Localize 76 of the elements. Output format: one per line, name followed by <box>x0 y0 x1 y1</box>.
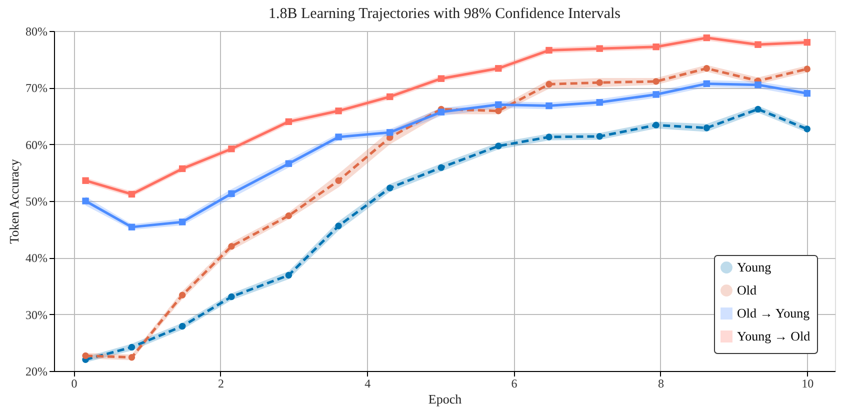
point <box>652 78 660 85</box>
y-tick-label: 30% <box>26 308 48 322</box>
point <box>285 160 292 167</box>
point <box>128 354 136 361</box>
point <box>82 198 89 204</box>
point <box>335 108 342 114</box>
point <box>596 45 603 52</box>
point <box>495 101 502 108</box>
point <box>754 41 762 48</box>
legend-label: Old → Young <box>737 306 810 320</box>
point <box>495 108 502 114</box>
x-tick-label: 0 <box>71 376 78 390</box>
y-tick-label: 40% <box>26 251 48 266</box>
y-tick-label: 60% <box>26 138 48 152</box>
x-tick-label: 2 <box>218 376 224 390</box>
y-tick-label: 70% <box>26 81 48 96</box>
point <box>754 106 762 113</box>
x-tick-label: 10 <box>802 376 814 390</box>
point <box>228 146 235 152</box>
legend-label: Old <box>737 282 757 298</box>
point <box>386 129 394 136</box>
point <box>546 46 552 54</box>
point <box>335 134 342 140</box>
point <box>596 99 603 106</box>
point <box>804 66 810 72</box>
x-axis-title: Epoch <box>428 392 462 406</box>
point <box>178 292 186 298</box>
point <box>804 90 810 97</box>
point <box>386 93 394 100</box>
point <box>754 81 762 88</box>
point <box>335 177 342 184</box>
point <box>386 184 394 192</box>
legend-label: Young <box>737 260 772 274</box>
point <box>703 34 710 42</box>
point <box>804 126 810 132</box>
point <box>546 134 552 140</box>
point <box>178 218 186 226</box>
point <box>285 212 292 220</box>
point <box>546 80 552 88</box>
point <box>285 272 292 279</box>
y-axis-title: Token Accuracy <box>6 158 22 244</box>
legend-label: Young → Old <box>737 328 811 344</box>
point <box>703 124 710 132</box>
point <box>128 224 136 230</box>
x-tick-label: 6 <box>511 376 518 390</box>
point <box>178 165 186 172</box>
point <box>82 352 89 360</box>
point <box>82 177 89 184</box>
point <box>228 190 235 197</box>
x-tick-label: 8 <box>658 376 664 390</box>
point <box>596 79 603 86</box>
x-tick-label: 4 <box>364 376 371 390</box>
point <box>228 293 235 300</box>
point <box>335 222 342 230</box>
point <box>438 108 445 116</box>
point <box>546 102 552 110</box>
point <box>285 118 292 126</box>
point <box>128 344 136 351</box>
chart-title: 1.8B Learning Trajectories with 98% Confidence Intervals <box>268 6 621 22</box>
point <box>703 80 710 88</box>
point <box>438 75 445 82</box>
point <box>495 142 502 150</box>
point <box>596 133 603 140</box>
point <box>652 122 660 128</box>
y-tick-label: 50% <box>26 194 48 208</box>
point <box>703 65 710 72</box>
point <box>652 44 660 50</box>
point <box>804 38 810 46</box>
point <box>438 164 445 171</box>
point <box>228 242 235 250</box>
point <box>652 91 660 98</box>
point <box>178 322 186 330</box>
point <box>495 65 502 72</box>
y-tick-label: 80% <box>26 24 48 38</box>
y-tick-label: 20% <box>26 364 48 378</box>
point <box>128 190 136 198</box>
